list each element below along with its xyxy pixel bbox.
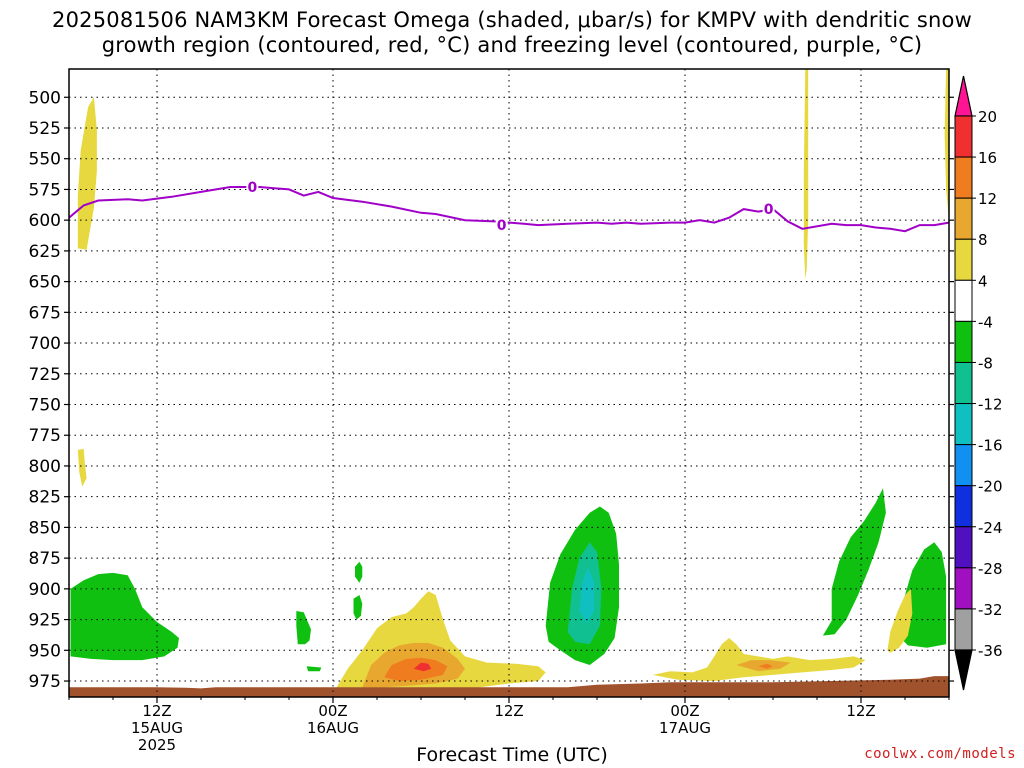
freezing-level-label-1: 0 xyxy=(497,218,507,234)
colorbar-label-10: -24 xyxy=(978,519,1003,537)
x-tick-label-0-0: 12Z xyxy=(142,702,171,720)
x-tick-label-3-1: 17AUG xyxy=(659,719,711,737)
x-tick-label-3-0: 00Z xyxy=(670,702,699,720)
colorbar-box-1 xyxy=(954,156,973,199)
colorbar-label-2: 12 xyxy=(978,190,997,208)
omega-area-11 xyxy=(579,566,595,624)
colorbar-label-1: 16 xyxy=(978,149,997,167)
y-tick-label-12: 800 xyxy=(29,457,61,477)
omega-area-12 xyxy=(822,488,886,636)
y-tick-label-9: 725 xyxy=(29,365,61,385)
colorbar-box-12 xyxy=(954,608,973,651)
y-tick-label-19: 975 xyxy=(29,672,61,692)
omega-area-13 xyxy=(900,542,947,648)
omega-area-17 xyxy=(413,662,432,672)
axes: 500 525 550 575 600 625 650 675 700 725 750 775 800 8… xyxy=(29,68,954,754)
y-tick-label-8: 700 xyxy=(29,334,61,354)
colorbar-box-5 xyxy=(954,320,973,363)
y-tick-label-11: 775 xyxy=(29,426,61,446)
grid xyxy=(69,69,949,697)
colorbar-box-0 xyxy=(954,115,973,158)
colorbar-bottom-tip xyxy=(954,649,973,691)
y-tick-label-7: 675 xyxy=(29,303,61,323)
y-tick-label-17: 925 xyxy=(29,611,61,631)
colorbar-label-6: -8 xyxy=(978,354,993,372)
x-axis-label: Forecast Time (UTC) xyxy=(416,744,608,766)
colorbar-box-6 xyxy=(954,361,973,405)
colorbar-label-5: -4 xyxy=(978,313,993,331)
freezing-level-label-2: 0 xyxy=(764,202,774,218)
colorbar-box-9 xyxy=(954,485,973,528)
y-tick-label-14: 850 xyxy=(29,518,61,538)
colorbar-top-tip xyxy=(954,75,973,117)
colorbar: 20 16 12 8 4 -4 -8 -12 -16 -20 -24 -28 -32 -36 xyxy=(954,75,1003,691)
colorbar-box-4 xyxy=(954,279,973,322)
omega-area-18 xyxy=(652,638,866,681)
y-tick-label-10: 750 xyxy=(29,396,61,416)
freezing-label-bg-0 xyxy=(246,178,259,195)
y-tick-label-13: 825 xyxy=(29,488,61,508)
colorbar-box-8 xyxy=(954,444,973,487)
omega-area-20 xyxy=(758,663,773,669)
colorbar-label-8: -16 xyxy=(978,437,1003,455)
y-tick-label-18: 950 xyxy=(29,641,61,661)
colorbar-box-3 xyxy=(954,238,973,281)
chart-title-line-2: growth region (contoured, red, °C) and f… xyxy=(101,33,923,57)
x-tick-label-1-1: 16AUG xyxy=(307,719,359,737)
omega-area-3 xyxy=(944,69,949,221)
y-tick-label-1: 525 xyxy=(29,119,61,139)
colorbar-label-3: 8 xyxy=(978,231,988,249)
y-tick-label-16: 900 xyxy=(29,580,61,600)
omega-area-7 xyxy=(353,595,363,620)
terrain-fill xyxy=(69,676,949,697)
x-tick-label-4-0: 12Z xyxy=(846,702,875,720)
x-tick-label-1-0: 00Z xyxy=(318,702,347,720)
y-tick-label-5: 625 xyxy=(29,242,61,262)
colorbar-label-11: -28 xyxy=(978,560,1003,578)
colorbar-box-2 xyxy=(954,197,973,240)
omega-area-4 xyxy=(70,572,179,661)
colorbar-label-13: -36 xyxy=(978,642,1003,660)
y-tick-label-4: 600 xyxy=(29,211,61,231)
colorbar-box-10 xyxy=(954,526,973,569)
colorbar-label-4: 4 xyxy=(978,272,988,290)
site-credit[interactable]: coolwx.com/models xyxy=(864,746,1016,762)
omega-area-16 xyxy=(384,657,448,681)
freezing-level-line xyxy=(68,186,950,233)
x-tick-label-0-1: 15AUG xyxy=(131,719,183,737)
colorbar-label-9: -20 xyxy=(978,478,1003,496)
plot-area: 0 0 0 xyxy=(68,69,950,697)
omega-area-1 xyxy=(77,448,87,487)
omega-area-2 xyxy=(803,69,809,280)
y-tick-label-3: 575 xyxy=(29,180,61,200)
freezing-label-bg-2 xyxy=(762,201,775,218)
chart-title-line-1: 2025081506 NAM3KM Forecast Omega (shaded… xyxy=(52,8,972,32)
colorbar-label-7: -12 xyxy=(978,396,1003,414)
x-tick-label-2-0: 12Z xyxy=(494,702,523,720)
omega-area-21 xyxy=(887,588,913,653)
y-tick-label-15: 875 xyxy=(29,549,61,569)
omega-shading xyxy=(69,69,949,697)
omega-area-8 xyxy=(306,666,322,672)
colorbar-label-0: 20 xyxy=(978,108,997,126)
colorbar-box-7 xyxy=(954,403,973,446)
colorbar-box-11 xyxy=(954,567,973,610)
omega-area-5 xyxy=(296,611,311,645)
x-tick-label-0-2: 2025 xyxy=(138,736,176,754)
freezing-label-bg-1 xyxy=(495,217,508,234)
freezing-level-label-0: 0 xyxy=(247,180,257,196)
y-tick-label-2: 550 xyxy=(29,150,61,170)
y-tick-label-0: 500 xyxy=(29,88,61,108)
omega-area-6 xyxy=(355,561,363,583)
omega-area-0 xyxy=(77,97,97,250)
y-tick-label-6: 650 xyxy=(29,273,61,293)
colorbar-label-12: -32 xyxy=(978,601,1003,619)
